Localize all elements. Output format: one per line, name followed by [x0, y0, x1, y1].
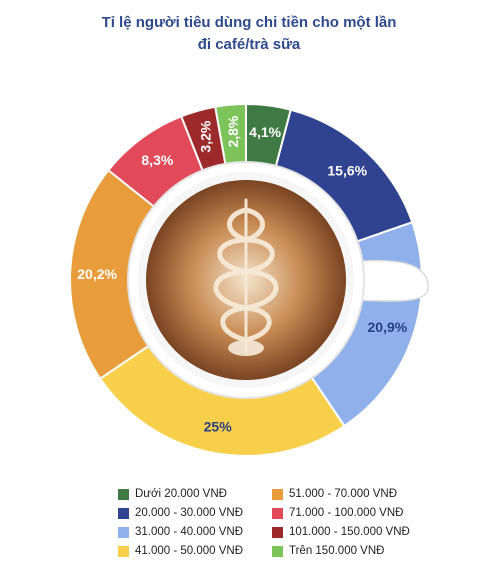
legend-label: 51.000 - 70.000 VNĐ [289, 488, 398, 500]
chart-title: Tỉ lệ người tiêu dùng chi tiền cho một l… [0, 12, 498, 56]
pie-slice-label-4: 25% [204, 418, 233, 434]
legend-item-71-000-100-000-vn: 71.000 - 100.000 VNĐ [272, 507, 422, 519]
pie-data-labels: 4,1% 15,6% 20,9% 25% 20,2% 8,3% 3,2% 2,8% [77, 115, 407, 434]
legend-swatch [272, 526, 283, 538]
pie-slice-label-6: 8,3% [141, 152, 173, 168]
legend-label: 31.000 - 40.000 VNĐ [135, 526, 244, 538]
legend-item-20-000-30-000-vn: 20.000 - 30.000 VNĐ [118, 507, 264, 519]
legend-swatch [272, 507, 283, 519]
legend-label: 101.000 - 150.000 VNĐ [289, 526, 410, 538]
pie-slice-label-7: 3,2% [197, 120, 213, 152]
legend-item-51-000-70-000-vn: 51.000 - 70.000 VNĐ [272, 488, 422, 500]
legend-swatch [118, 526, 129, 538]
legend-item-101-000-150-000-vn: 101.000 - 150.000 VNĐ [272, 526, 422, 538]
legend-swatch [118, 545, 129, 557]
legend-label: Trên 150.000 VNĐ [289, 545, 385, 557]
legend-label: 41.000 - 50.000 VNĐ [135, 545, 244, 557]
legend-item-31-000-40-000-vn: 31.000 - 40.000 VNĐ [118, 526, 264, 538]
pie-slice-label-3: 20,9% [368, 319, 408, 335]
pie-slice-label-5: 20,2% [77, 266, 117, 282]
chart-title-line-1: Tỉ lệ người tiêu dùng chi tiền cho một l… [101, 14, 397, 31]
legend-item-d-i-20-000-vn: Dưới 20.000 VNĐ [118, 488, 264, 500]
chart-title-line-2: đi café/trà sữa [197, 36, 301, 53]
legend-swatch [118, 488, 129, 500]
chart-legend: Dưới 20.000 VNĐ 51.000 - 70.000 VNĐ 20.000… [118, 488, 418, 557]
legend-swatch [118, 507, 129, 519]
pie-slice-label-1: 4,1% [249, 124, 281, 140]
pie-slice-label-2: 15,6% [327, 163, 367, 179]
legend-swatch [272, 488, 283, 500]
legend-label: 20.000 - 30.000 VNĐ [135, 507, 244, 519]
legend-item-41-000-50-000-vn: 41.000 - 50.000 VNĐ [118, 545, 264, 557]
legend-label: Dưới 20.000 VNĐ [135, 488, 227, 500]
coffee-cup-icon [127, 161, 429, 399]
pie-slice-label-8: 2,8% [225, 115, 241, 147]
legend-item-tr-n-150-000-vn: Trên 150.000 VNĐ [272, 545, 422, 557]
legend-label: 71.000 - 100.000 VNĐ [289, 507, 404, 519]
legend-swatch [272, 545, 283, 557]
